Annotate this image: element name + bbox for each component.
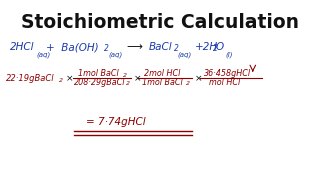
Text: 2: 2 xyxy=(59,78,63,83)
Text: BaCl: BaCl xyxy=(149,42,172,52)
Text: (aq): (aq) xyxy=(108,52,123,58)
Text: (aq): (aq) xyxy=(37,52,51,58)
Text: 2: 2 xyxy=(174,44,179,53)
Text: +2H: +2H xyxy=(195,42,218,52)
Text: (l): (l) xyxy=(225,52,232,58)
Text: 22·19gBaCl: 22·19gBaCl xyxy=(6,74,55,83)
Text: 2: 2 xyxy=(126,81,130,86)
Text: Stoichiometric Calculation: Stoichiometric Calculation xyxy=(21,13,299,32)
Text: 2: 2 xyxy=(213,44,218,53)
Text: 2HCl: 2HCl xyxy=(10,42,34,52)
Text: 208·29gBaCl: 208·29gBaCl xyxy=(74,78,126,87)
Text: (aq): (aq) xyxy=(178,52,192,58)
Text: 2: 2 xyxy=(104,44,109,53)
Text: ×: × xyxy=(195,74,202,83)
Text: ×: × xyxy=(134,74,141,83)
Text: 36·458gHCl: 36·458gHCl xyxy=(204,69,251,78)
Text: = 7·74gHCl: = 7·74gHCl xyxy=(86,117,146,127)
Text: +  Ba(OH): + Ba(OH) xyxy=(46,42,99,52)
Text: 2: 2 xyxy=(123,73,127,78)
Text: 1mol BaCl: 1mol BaCl xyxy=(142,78,183,87)
Text: O: O xyxy=(215,42,223,52)
Text: ×: × xyxy=(66,74,73,83)
Text: 1mol BaCl: 1mol BaCl xyxy=(78,69,119,78)
Text: mol HCl: mol HCl xyxy=(209,78,240,87)
Text: 2: 2 xyxy=(186,81,190,86)
Text: 2mol HCl: 2mol HCl xyxy=(144,69,180,78)
Text: ⟶: ⟶ xyxy=(126,42,142,52)
